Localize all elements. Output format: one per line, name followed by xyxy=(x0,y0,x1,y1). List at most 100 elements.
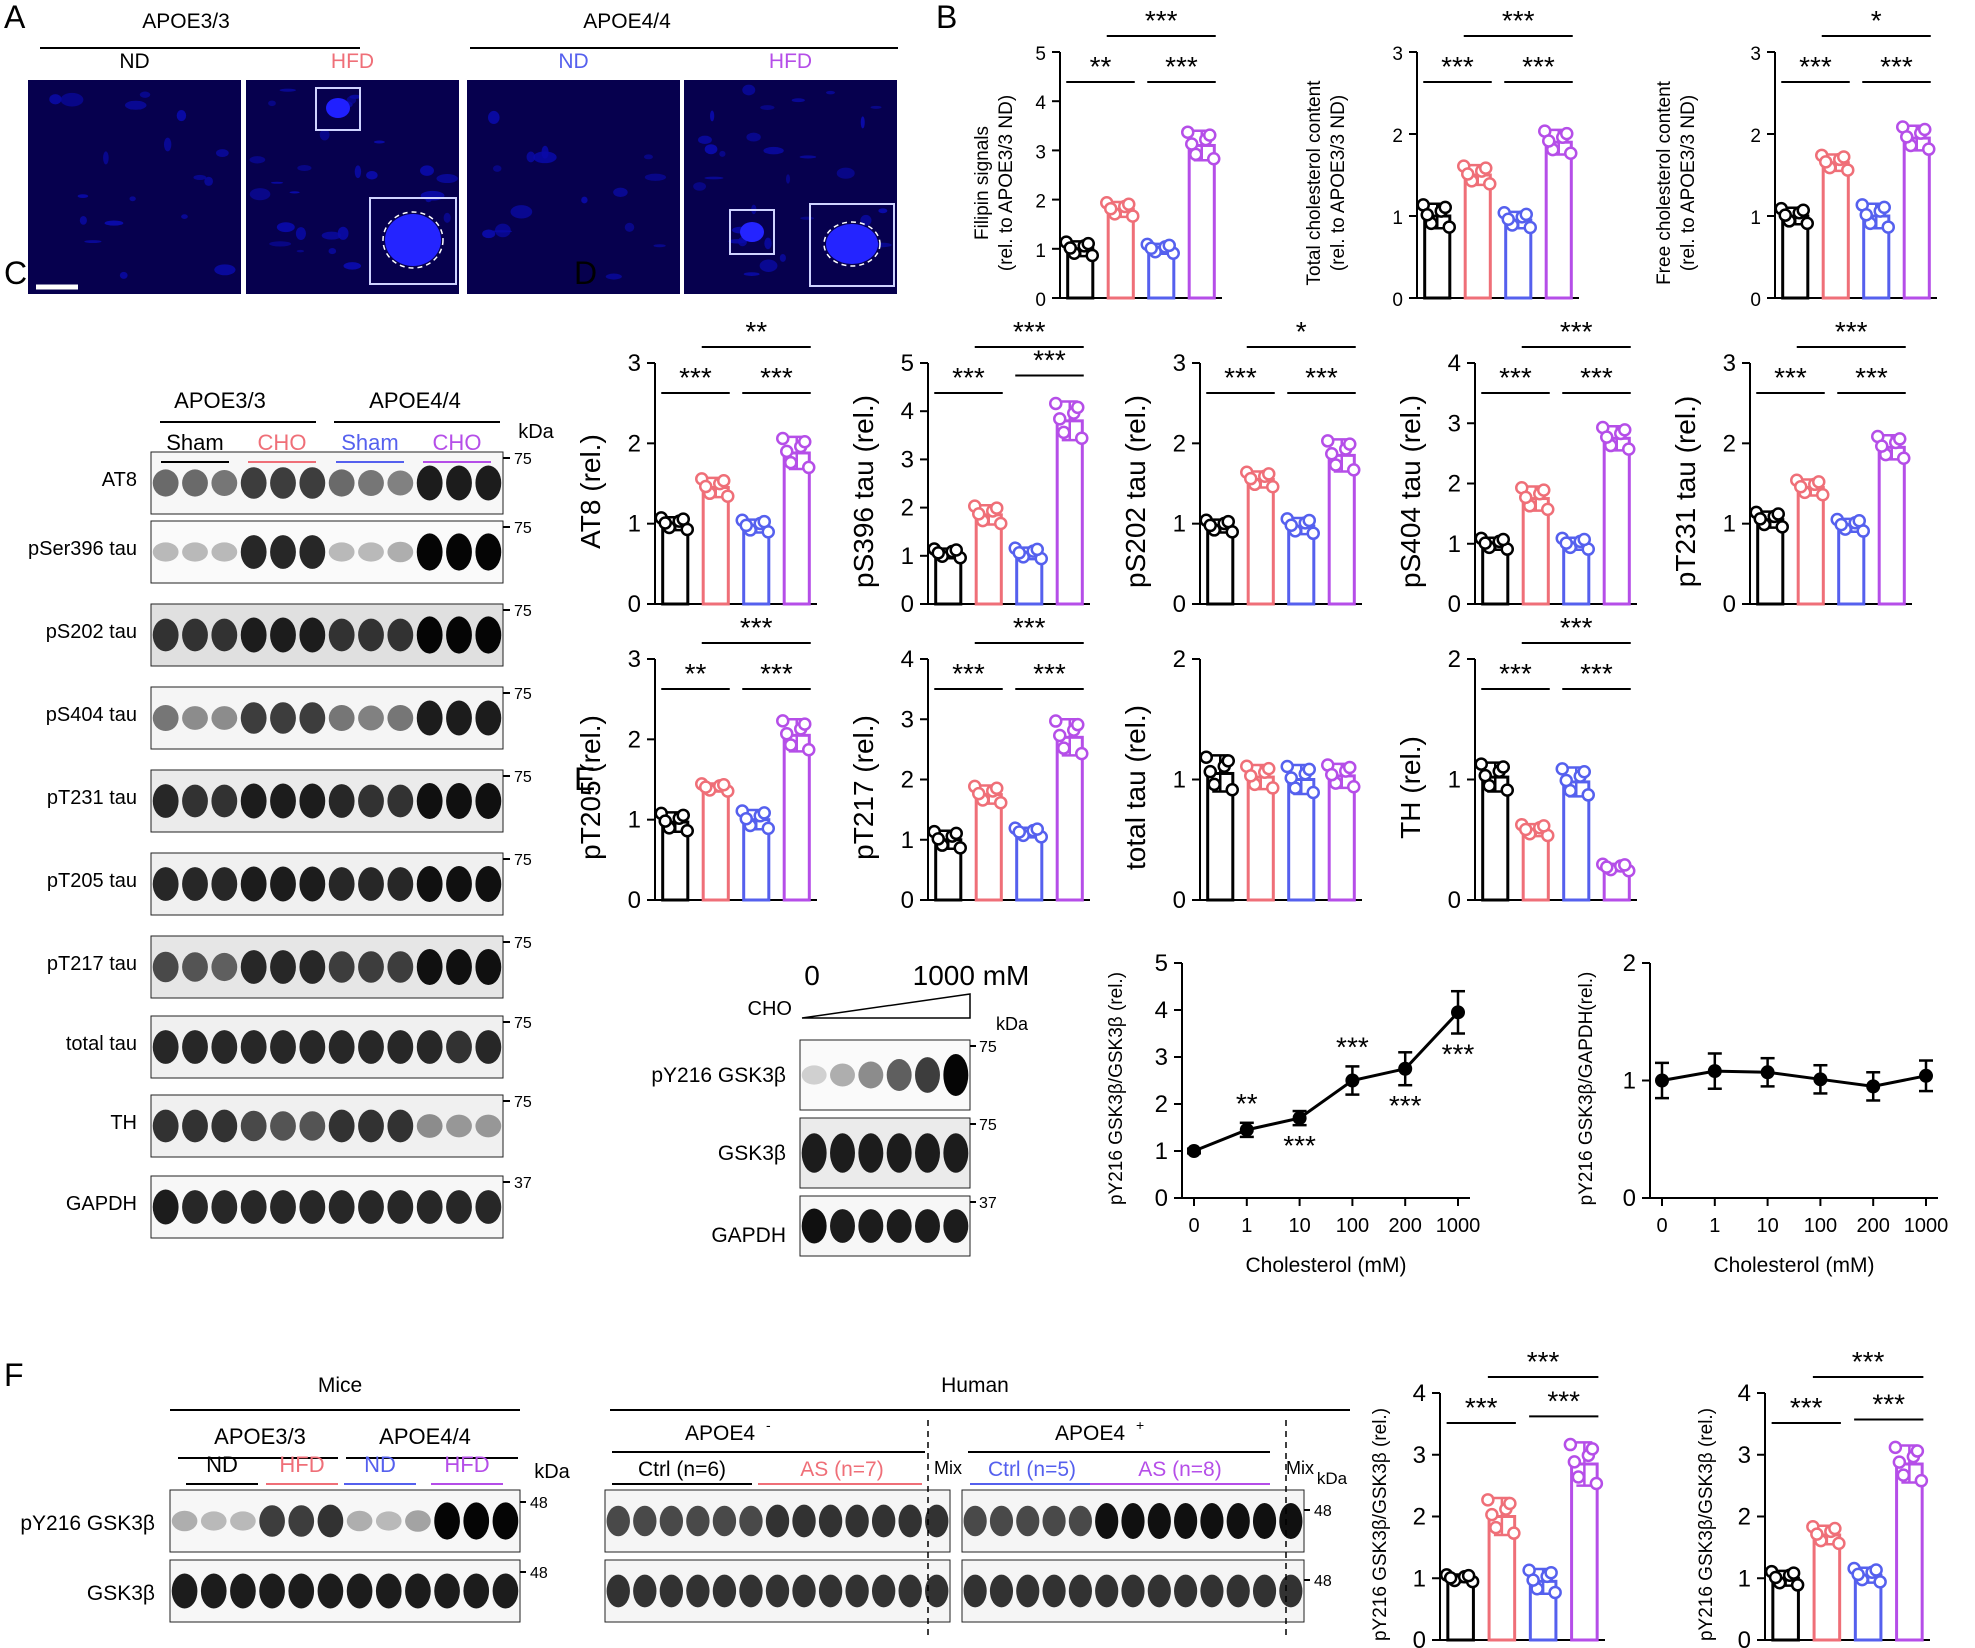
filipin-speck xyxy=(319,128,330,141)
significance-label: *** xyxy=(1799,51,1832,82)
data-point xyxy=(1280,759,1294,774)
chart-F1: 0 1 2 3 4 pY216 GSK3β/GSK3β (rel.) *** *** *** xyxy=(1370,1346,1605,1648)
y-tick-label: 0 xyxy=(1723,591,1736,618)
blot-band xyxy=(633,1505,657,1537)
panel-letter-a: A xyxy=(4,0,26,35)
data-point xyxy=(1442,220,1456,234)
y-tick-label: 4 xyxy=(901,646,914,673)
blot-band xyxy=(358,542,384,562)
bar xyxy=(1246,775,1275,902)
data-point xyxy=(1049,714,1063,728)
dose-ramp-triangle xyxy=(801,993,971,1019)
blot-band xyxy=(416,533,443,571)
bar xyxy=(1055,419,1084,606)
filipin-speck xyxy=(276,222,295,233)
significance-label: * xyxy=(1871,5,1882,36)
data-point xyxy=(972,786,986,801)
significance-label: *** xyxy=(1224,362,1257,393)
y-tick-label: 2 xyxy=(1448,646,1461,673)
blot-band xyxy=(152,618,179,652)
chart-F2: 0 1 2 3 4 pY216 GSK3β/GSK3β (rel.) *** *** *** xyxy=(1696,1346,1930,1648)
blot-band xyxy=(240,1190,267,1224)
panelC-marker: 75 xyxy=(514,935,532,952)
y-axis-label: pT205 (rel.) xyxy=(575,715,606,860)
panelF-ctrl-pos: Ctrl (n=5) xyxy=(988,1458,1076,1481)
y-tick-label: 4 xyxy=(1035,93,1046,114)
micrograph-background xyxy=(684,80,897,294)
blot-band xyxy=(1200,1574,1224,1608)
blot-band xyxy=(182,784,208,818)
data-point xyxy=(1122,197,1136,212)
blot-band xyxy=(446,616,472,654)
data-point xyxy=(1875,439,1889,453)
panelF-apoe4-negative-sup: - xyxy=(766,1417,771,1433)
x-axis-label: Cholesterol (mM) xyxy=(1713,1254,1874,1277)
panelF-marker-human: 48 xyxy=(1314,1573,1332,1590)
blot-band xyxy=(230,1511,256,1531)
panelC-group-apoe44: APOE4/4 xyxy=(369,388,461,413)
data-point xyxy=(1489,1520,1503,1535)
y-tick-label: 1 xyxy=(1723,511,1736,538)
significance-label: *** xyxy=(679,362,712,393)
blot-band xyxy=(270,1030,296,1064)
y-tick-label: 2 xyxy=(1155,1091,1168,1118)
blot-band xyxy=(475,533,502,571)
blot-frame xyxy=(150,686,504,750)
filipin-speck xyxy=(49,94,62,105)
filipin-cluster xyxy=(385,214,441,266)
blot-band xyxy=(328,1190,355,1224)
blot-frame xyxy=(150,935,504,999)
filipin-speck xyxy=(119,271,128,279)
filipin-speck xyxy=(743,272,760,276)
blot-band xyxy=(989,1505,1014,1537)
blot-band xyxy=(387,470,414,496)
panelC-blot-4 xyxy=(150,769,504,833)
blot-band xyxy=(446,948,472,986)
panelF-group-apoe33: APOE3/3 xyxy=(214,1424,306,1449)
significance-label: *** xyxy=(952,362,985,393)
panelC-marker: 75 xyxy=(514,1015,532,1032)
data-point xyxy=(1104,201,1118,216)
blot-band xyxy=(358,705,384,731)
panelC-blot-1 xyxy=(150,520,504,584)
y-tick-label: 1 xyxy=(1623,1068,1636,1095)
panelE-blot-1 xyxy=(799,1117,971,1189)
panelC-row-label: GAPDH xyxy=(66,1193,137,1215)
significance-label: *** xyxy=(1165,51,1198,82)
filipin-cluster xyxy=(826,224,878,264)
blot-band xyxy=(1095,1574,1119,1608)
significance-label: *** xyxy=(740,612,773,643)
data-point xyxy=(784,455,798,470)
filipin-speck xyxy=(354,165,362,179)
filipin-speck xyxy=(249,156,266,164)
filipin-speck xyxy=(836,167,855,179)
blot-band xyxy=(387,784,414,818)
blot-band xyxy=(963,1505,987,1537)
filipin-speck xyxy=(296,249,305,253)
data-point xyxy=(1866,1079,1881,1094)
panelC-row-label: pT231 tau xyxy=(47,787,137,809)
x-axis-label: Cholesterol (mM) xyxy=(1245,1254,1406,1277)
data-point xyxy=(1266,479,1280,494)
blot-band xyxy=(328,542,355,562)
blot-band xyxy=(152,867,179,901)
filipin-speck xyxy=(644,173,667,181)
data-point xyxy=(1053,728,1067,743)
blot-band xyxy=(211,469,238,497)
data-point xyxy=(1325,767,1339,782)
significance-label: ** xyxy=(685,658,707,689)
panelF-human-neg-blot-1 xyxy=(604,1559,951,1623)
significance-label: *** xyxy=(1499,658,1532,689)
data-point xyxy=(1496,532,1510,547)
panelF-mice-title: Mice xyxy=(318,1374,362,1397)
blot-band xyxy=(328,1109,355,1143)
blot-band xyxy=(240,702,267,734)
blot-band xyxy=(858,1133,884,1173)
panelE-dose-high: 1000 mM xyxy=(913,960,1030,991)
chart-E2: 0 1 2 pY216 GSK3β/GAPDH(rel.) 0 1 10 100 200 1000… xyxy=(1576,950,1948,1277)
blot-band xyxy=(1226,1502,1250,1540)
blot-band xyxy=(152,469,179,497)
